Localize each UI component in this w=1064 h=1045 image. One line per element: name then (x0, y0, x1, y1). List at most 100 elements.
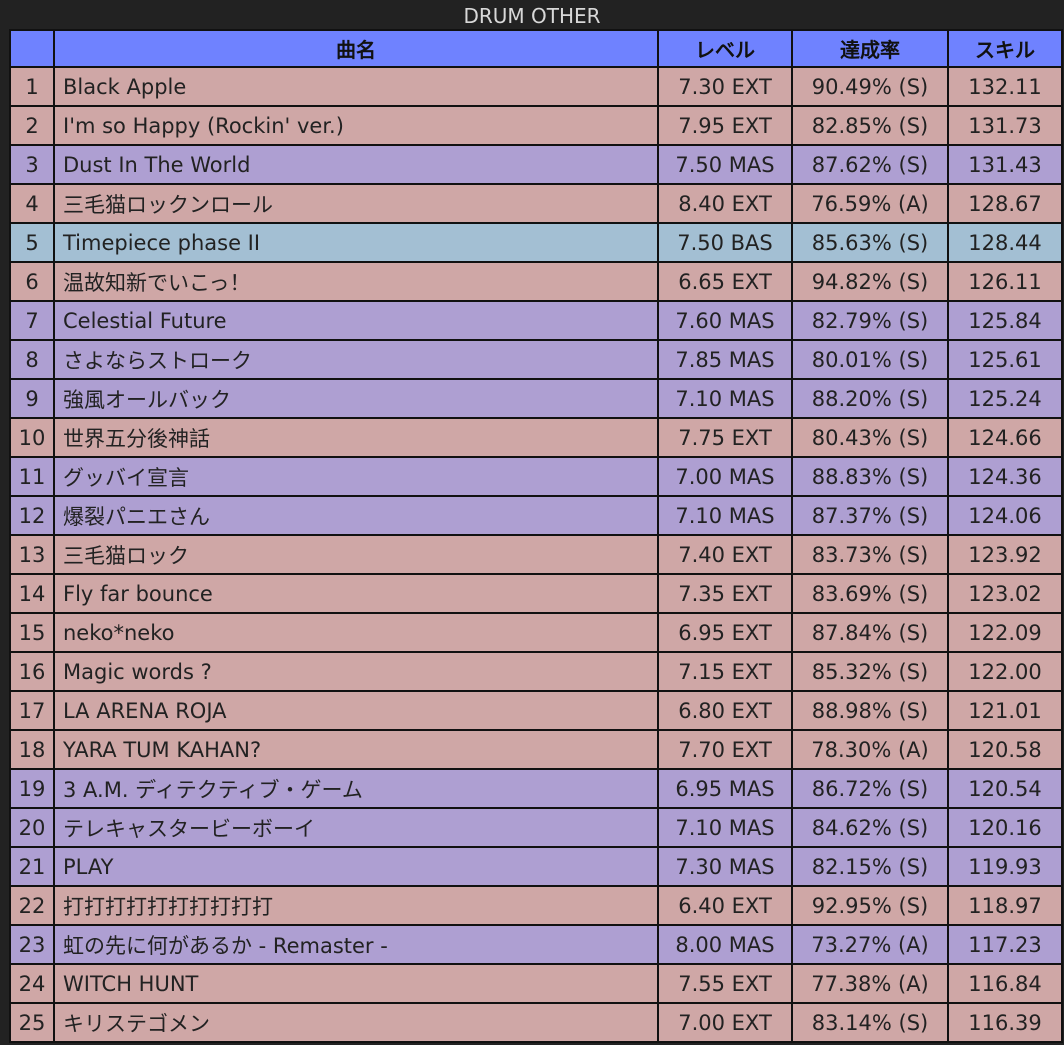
table-row[interactable]: 24 WITCH HUNT 7.55 EXT 77.38% (A) 116.84 (11, 965, 1061, 1002)
row-skill: 117.23 (949, 926, 1061, 963)
row-level: 6.95 EXT (659, 614, 791, 651)
row-song-name[interactable]: 三毛猫ロック (55, 536, 657, 573)
row-skill: 118.97 (949, 887, 1061, 924)
row-song-name[interactable]: 3 A.M. ディテクティブ・ゲーム (55, 770, 657, 807)
table-row[interactable]: 10 世界五分後神話 7.75 EXT 80.43% (S) 124.66 (11, 419, 1061, 456)
row-rank: 3 (11, 146, 53, 183)
table-row[interactable]: 1 Black Apple 7.30 EXT 90.49% (S) 132.11 (11, 68, 1061, 105)
table-row[interactable]: 11 グッバイ宣言 7.00 MAS 88.83% (S) 124.36 (11, 458, 1061, 495)
row-rank: 22 (11, 887, 53, 924)
table-row[interactable]: 17 LA ARENA ROJA 6.80 EXT 88.98% (S) 121.01 (11, 692, 1061, 729)
table-row[interactable]: 20 テレキャスタービーボーイ 7.10 MAS 84.62% (S) 120.16 (11, 809, 1061, 846)
table-body: 1 Black Apple 7.30 EXT 90.49% (S) 132.11 2 I'm… (11, 68, 1061, 1041)
row-achievement-rate: 77.38% (A) (793, 965, 947, 1002)
header-skill[interactable]: スキル (949, 31, 1061, 66)
row-skill: 120.58 (949, 731, 1061, 768)
row-song-name[interactable]: 温故知新でいこっ！ (55, 263, 657, 300)
row-song-name[interactable]: Dust In The World (55, 146, 657, 183)
row-song-name[interactable]: グッバイ宣言 (55, 458, 657, 495)
row-level: 7.40 EXT (659, 536, 791, 573)
row-song-name[interactable]: PLAY (55, 848, 657, 885)
table-row[interactable]: 5 Timepiece phase II 7.50 BAS 85.63% (S) 128… (11, 224, 1061, 261)
row-song-name[interactable]: 打打打打打打打打打打 (55, 887, 657, 924)
skill-table: 曲名 レベル 達成率 スキル 1 Black Apple 7.30 EXT 90.49… (9, 29, 1063, 1043)
row-level: 7.15 EXT (659, 653, 791, 690)
table-row[interactable]: 4 三毛猫ロックンロール 8.40 EXT 76.59% (A) 128.67 (11, 185, 1061, 222)
table-row[interactable]: 14 Fly far bounce 7.35 EXT 83.69% (S) 123.02 (11, 575, 1061, 612)
row-level: 7.10 MAS (659, 380, 791, 417)
row-level: 7.85 MAS (659, 341, 791, 378)
row-rank: 7 (11, 302, 53, 339)
row-skill: 125.61 (949, 341, 1061, 378)
row-song-name[interactable]: YARA TUM KAHAN? (55, 731, 657, 768)
table-row[interactable]: 9 強風オールバック 7.10 MAS 88.20% (S) 125.24 (11, 380, 1061, 417)
table-row[interactable]: 22 打打打打打打打打打打 6.40 EXT 92.95% (S) 118.97 (11, 887, 1061, 924)
table-row[interactable]: 6 温故知新でいこっ！ 6.65 EXT 94.82% (S) 126.11 (11, 263, 1061, 300)
row-level: 7.70 EXT (659, 731, 791, 768)
table-row[interactable]: 15 neko*neko 6.95 EXT 87.84% (S) 122.09 (11, 614, 1061, 651)
row-level: 6.80 EXT (659, 692, 791, 729)
row-song-name[interactable]: 三毛猫ロックンロール (55, 185, 657, 222)
row-achievement-rate: 76.59% (A) (793, 185, 947, 222)
row-song-name[interactable]: 世界五分後神話 (55, 419, 657, 456)
header-level[interactable]: レベル (659, 31, 791, 66)
row-achievement-rate: 83.14% (S) (793, 1004, 947, 1041)
table-row[interactable]: 3 Dust In The World 7.50 MAS 87.62% (S) 131.… (11, 146, 1061, 183)
row-level: 8.00 MAS (659, 926, 791, 963)
row-level: 6.65 EXT (659, 263, 791, 300)
row-song-name[interactable]: Fly far bounce (55, 575, 657, 612)
table-row[interactable]: 25 キリステゴメン 7.00 EXT 83.14% (S) 116.39 (11, 1004, 1061, 1041)
row-achievement-rate: 82.79% (S) (793, 302, 947, 339)
table-row[interactable]: 23 虹の先に何があるか - Remaster -8.00 MAS 73.27% (… (11, 926, 1061, 963)
row-level: 6.95 MAS (659, 770, 791, 807)
row-song-name[interactable]: neko*neko (55, 614, 657, 651)
row-skill: 125.84 (949, 302, 1061, 339)
row-song-name[interactable]: 虹の先に何があるか - Remaster - (55, 926, 657, 963)
row-song-name[interactable]: 強風オールバック (55, 380, 657, 417)
row-song-name[interactable]: LA ARENA ROJA (55, 692, 657, 729)
row-song-name[interactable]: Magic words ? (55, 653, 657, 690)
row-level: 7.00 EXT (659, 1004, 791, 1041)
row-rank: 9 (11, 380, 53, 417)
table-row[interactable]: 7 Celestial Future 7.60 MAS 82.79% (S) 125.8… (11, 302, 1061, 339)
row-song-name[interactable]: キリステゴメン (55, 1004, 657, 1041)
row-song-name[interactable]: WITCH HUNT (55, 965, 657, 1002)
header-song-name[interactable]: 曲名 (55, 31, 657, 66)
table-row[interactable]: 12 爆裂パニエさん 7.10 MAS 87.37% (S) 124.06 (11, 497, 1061, 534)
row-rank: 21 (11, 848, 53, 885)
row-achievement-rate: 87.37% (S) (793, 497, 947, 534)
row-skill: 128.67 (949, 185, 1061, 222)
table-row[interactable]: 8 さよならストローク 7.85 MAS 80.01% (S) 125.61 (11, 341, 1061, 378)
table-row[interactable]: 2 I'm so Happy (Rockin' ver.) 7.95 EXT 82.8… (11, 107, 1061, 144)
row-song-name[interactable]: テレキャスタービーボーイ (55, 809, 657, 846)
row-achievement-rate: 85.32% (S) (793, 653, 947, 690)
row-skill: 123.92 (949, 536, 1061, 573)
row-rank: 5 (11, 224, 53, 261)
row-song-name[interactable]: Black Apple (55, 68, 657, 105)
table-row[interactable]: 13 三毛猫ロック 7.40 EXT 83.73% (S) 123.92 (11, 536, 1061, 573)
row-rank: 8 (11, 341, 53, 378)
row-rank: 14 (11, 575, 53, 612)
row-song-name[interactable]: 爆裂パニエさん (55, 497, 657, 534)
table-row[interactable]: 19 3 A.M. ディテクティブ・ゲーム 6.95 MAS 86.72% (S) 12… (11, 770, 1061, 807)
table-header-row: 曲名 レベル 達成率 スキル (11, 31, 1061, 66)
table-row[interactable]: 16 Magic words ? 7.15 EXT 85.32% (S) 122.00 (11, 653, 1061, 690)
header-achievement-rate[interactable]: 達成率 (793, 31, 947, 66)
table-row[interactable]: 21 PLAY 7.30 MAS 82.15% (S) 119.93 (11, 848, 1061, 885)
row-skill: 120.54 (949, 770, 1061, 807)
row-skill: 122.00 (949, 653, 1061, 690)
row-achievement-rate: 92.95% (S) (793, 887, 947, 924)
table-row[interactable]: 18 YARA TUM KAHAN? 7.70 EXT 78.30% (A) 120.5… (11, 731, 1061, 768)
row-song-name[interactable]: I'm so Happy (Rockin' ver.) (55, 107, 657, 144)
row-rank: 6 (11, 263, 53, 300)
page-title: DRUM OTHER (463, 4, 601, 28)
row-rank: 10 (11, 419, 53, 456)
row-song-name[interactable]: Celestial Future (55, 302, 657, 339)
row-rank: 18 (11, 731, 53, 768)
row-level: 8.40 EXT (659, 185, 791, 222)
row-song-name[interactable]: さよならストローク (55, 341, 657, 378)
row-achievement-rate: 80.01% (S) (793, 341, 947, 378)
row-rank: 25 (11, 1004, 53, 1041)
row-rank: 19 (11, 770, 53, 807)
row-song-name[interactable]: Timepiece phase II (55, 224, 657, 261)
